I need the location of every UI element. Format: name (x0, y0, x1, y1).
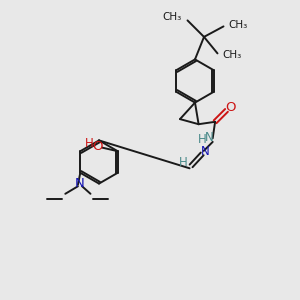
Text: O: O (225, 101, 236, 114)
Text: CH₃: CH₃ (228, 20, 247, 30)
Text: N: N (75, 177, 85, 190)
Text: CH₃: CH₃ (163, 12, 182, 22)
Text: H: H (198, 133, 207, 146)
Text: H: H (178, 156, 188, 170)
Text: CH₃: CH₃ (222, 50, 241, 60)
Text: O: O (92, 140, 103, 153)
Text: H: H (85, 136, 94, 150)
Text: N: N (201, 145, 210, 158)
Text: N: N (205, 131, 214, 144)
